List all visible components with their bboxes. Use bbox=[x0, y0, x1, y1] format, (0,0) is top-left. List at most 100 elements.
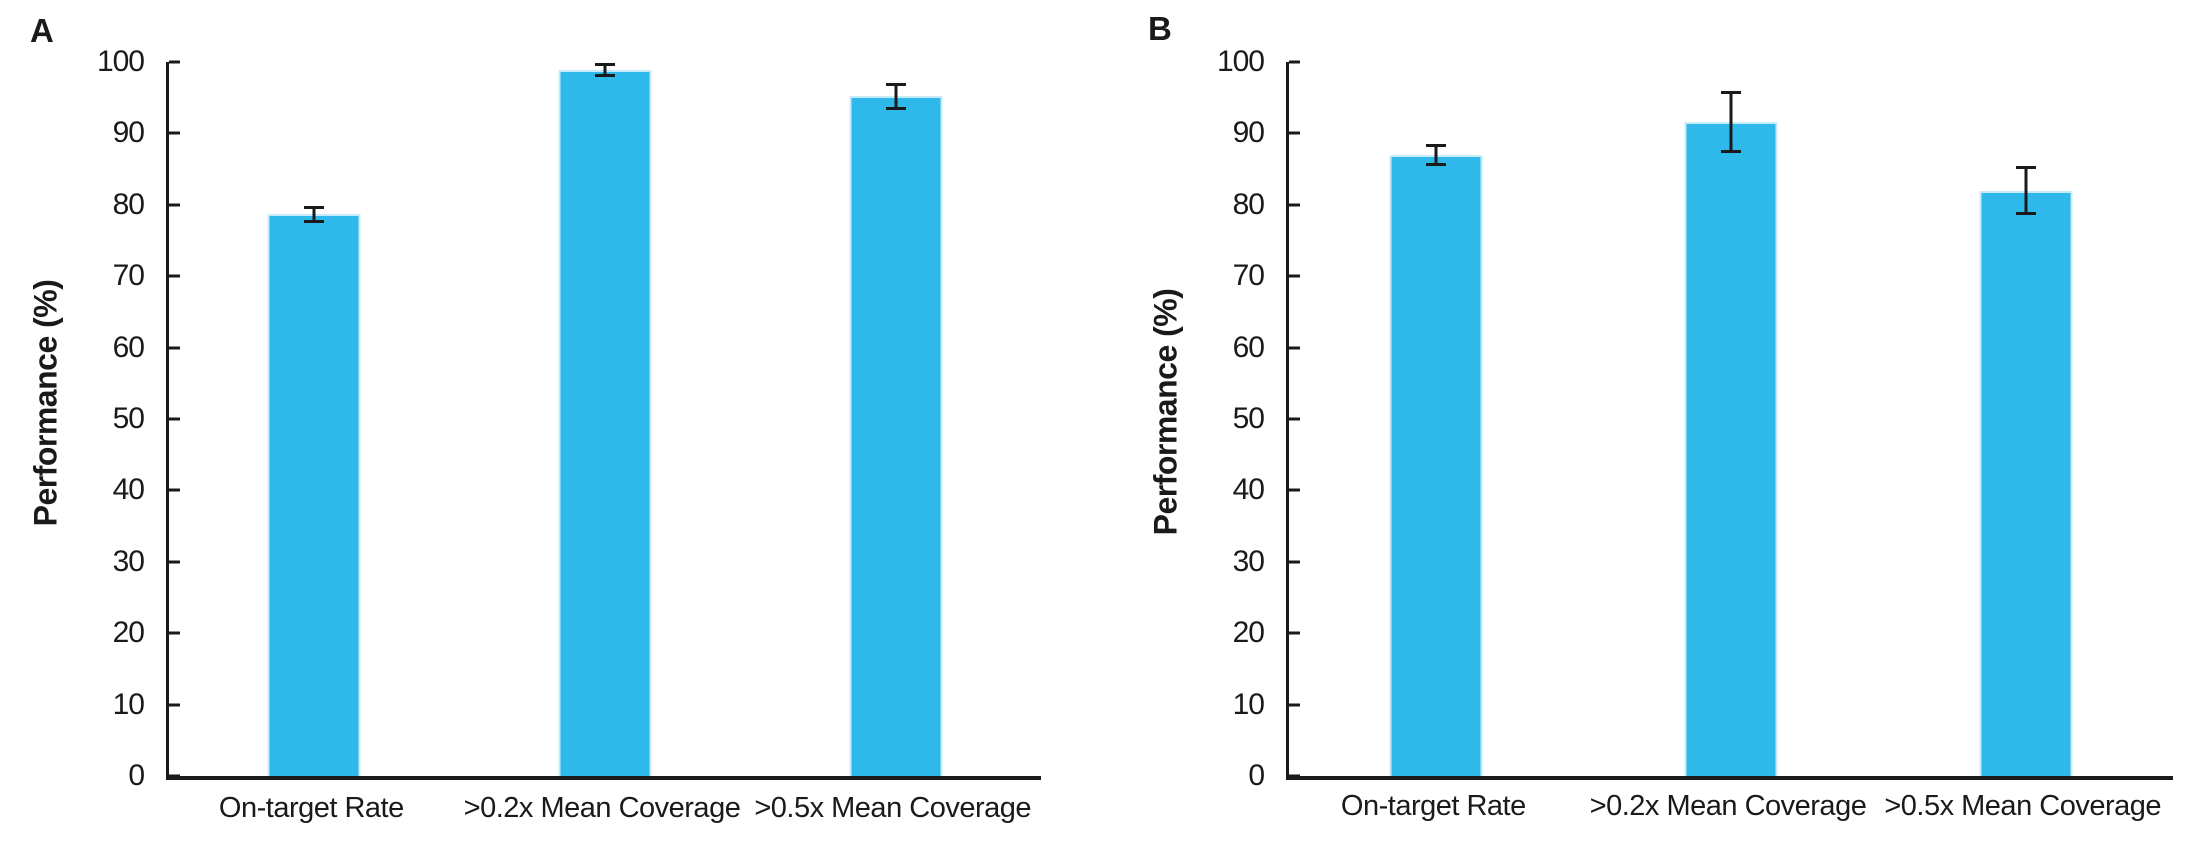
y-tick bbox=[169, 274, 180, 278]
error-bar-line bbox=[312, 205, 316, 223]
x-category-label: On-target Rate bbox=[218, 792, 404, 824]
y-tick-label: 50 bbox=[112, 402, 145, 435]
error-bar bbox=[1426, 144, 1447, 166]
y-tick-label: 50 bbox=[1232, 402, 1265, 435]
error-bar-cap-bottom bbox=[1426, 162, 1447, 166]
error-bar-cap-bottom bbox=[1721, 149, 1741, 153]
y-tick bbox=[169, 774, 180, 778]
bar bbox=[849, 96, 943, 776]
error-bar-cap-bottom bbox=[885, 106, 906, 110]
panel-a-y-axis-ticks: 100 90 80 70 60 50 40 30 20 10 0 bbox=[97, 47, 1041, 791]
y-tick bbox=[169, 60, 180, 64]
x-category-slot: >0.2x Mean Coverage bbox=[1581, 790, 1876, 823]
y-tick bbox=[1289, 131, 1300, 135]
error-bar-line bbox=[1434, 144, 1438, 166]
error-bar-line bbox=[894, 82, 898, 110]
error-bar-line bbox=[1729, 91, 1733, 153]
panel-a-x-axis-labels: On-target Rate >0.2x Mean Coverage >0.5x M… bbox=[166, 792, 1038, 825]
y-tick bbox=[1289, 488, 1300, 492]
y-tick-label: 40 bbox=[112, 473, 145, 507]
y-tick bbox=[169, 560, 180, 564]
panel-b-label: B bbox=[1148, 10, 1172, 47]
panel-a-bars-layer bbox=[169, 62, 1041, 776]
y-tick bbox=[1289, 60, 1300, 64]
y-tick bbox=[1289, 274, 1300, 278]
y-tick bbox=[169, 488, 180, 492]
y-tick-label: 30 bbox=[112, 544, 145, 578]
y-tick-label: 20 bbox=[1232, 616, 1265, 650]
y-tick-label: 10 bbox=[112, 687, 145, 721]
x-category-slot: >0.2x Mean Coverage bbox=[457, 792, 748, 825]
bar-slot bbox=[1584, 62, 1879, 776]
panel-a-label: A bbox=[30, 12, 54, 49]
error-bar bbox=[2015, 166, 2036, 215]
x-category-slot: On-target Rate bbox=[1286, 790, 1581, 823]
y-tick bbox=[169, 131, 180, 135]
y-tick-label: 0 bbox=[1248, 759, 1265, 792]
y-tick bbox=[1289, 774, 1300, 778]
error-bar-cap-bottom bbox=[595, 73, 615, 77]
bar-slot bbox=[1289, 62, 1584, 776]
error-bar bbox=[1721, 91, 1741, 153]
bar-slot bbox=[169, 62, 460, 776]
x-category-slot: On-target Rate bbox=[166, 792, 457, 825]
y-tick-label: 70 bbox=[1232, 259, 1265, 293]
x-category-label: >0.2x Mean Coverage bbox=[463, 792, 741, 824]
panel-a: A Performance (%) 100 90 80 70 60 50 40 30 20 10 0… bbox=[27, 12, 1041, 825]
y-tick bbox=[1289, 631, 1300, 635]
bar-slot bbox=[1878, 62, 2173, 776]
y-tick-label: 100 bbox=[1216, 45, 1265, 78]
y-tick-label: 60 bbox=[112, 330, 145, 364]
panel-b: B Performance (%) 100 90 80 70 60 50 40 30 20 10 0… bbox=[1098, 0, 2196, 852]
y-tick-label: 80 bbox=[112, 187, 145, 221]
x-category-label: >0.2x Mean Coverage bbox=[1589, 790, 1867, 822]
x-category-label: >0.5x Mean Coverage bbox=[754, 792, 1031, 824]
y-tick bbox=[169, 203, 180, 207]
error-bar-line bbox=[603, 62, 607, 77]
error-bar-cap-bottom bbox=[2015, 211, 2036, 215]
panel-b-bars-layer bbox=[1289, 62, 2173, 776]
y-tick-label: 80 bbox=[1232, 187, 1265, 221]
y-tick bbox=[169, 631, 180, 635]
y-tick-label: 40 bbox=[1232, 473, 1265, 507]
y-tick bbox=[169, 346, 180, 350]
bar bbox=[1684, 121, 1778, 776]
y-tick-label: 10 bbox=[1232, 687, 1265, 721]
error-bar bbox=[595, 62, 615, 77]
panel-b-x-axis-labels: On-target Rate >0.2x Mean Coverage >0.5x M… bbox=[1286, 790, 2170, 823]
y-tick-label: 70 bbox=[112, 259, 145, 293]
panel-a-plot-area: 100 90 80 70 60 50 40 30 20 10 0 bbox=[97, 47, 1041, 791]
y-tick-label: 100 bbox=[96, 45, 145, 78]
y-tick bbox=[169, 417, 180, 421]
error-bar bbox=[304, 205, 325, 223]
panel-b-y-axis-ticks: 100 90 80 70 60 50 40 30 20 10 0 bbox=[1217, 47, 2173, 791]
y-tick bbox=[1289, 417, 1300, 421]
x-category-slot: >0.5x Mean Coverage bbox=[747, 792, 1038, 825]
error-bar-line bbox=[2024, 166, 2028, 215]
bar-slot bbox=[460, 62, 751, 776]
panel-a-y-axis-title: Performance (%) bbox=[27, 279, 64, 527]
x-category-label: >0.5x Mean Coverage bbox=[1884, 790, 2161, 822]
error-bar bbox=[885, 82, 906, 110]
y-tick-label: 20 bbox=[112, 616, 145, 650]
panel-b-plot-area: 100 90 80 70 60 50 40 30 20 10 0 bbox=[1217, 47, 2173, 791]
bar bbox=[558, 69, 652, 776]
error-bar-cap-bottom bbox=[304, 219, 325, 223]
y-tick bbox=[1289, 560, 1300, 564]
y-tick bbox=[1289, 203, 1300, 207]
y-tick-label: 30 bbox=[1232, 544, 1265, 578]
bar-slot bbox=[750, 62, 1041, 776]
y-tick bbox=[1289, 346, 1300, 350]
y-tick-label: 90 bbox=[112, 116, 145, 150]
panel-b-y-axis-title: Performance (%) bbox=[1147, 288, 1184, 536]
y-tick-label: 60 bbox=[1232, 330, 1265, 364]
x-category-label: On-target Rate bbox=[1340, 790, 1526, 822]
y-tick-label: 90 bbox=[1232, 116, 1265, 150]
bar bbox=[1389, 154, 1483, 776]
y-tick bbox=[1289, 703, 1300, 707]
x-category-slot: >0.5x Mean Coverage bbox=[1875, 790, 2170, 823]
bar bbox=[1979, 190, 2073, 776]
y-tick bbox=[169, 703, 180, 707]
bar bbox=[267, 214, 361, 776]
